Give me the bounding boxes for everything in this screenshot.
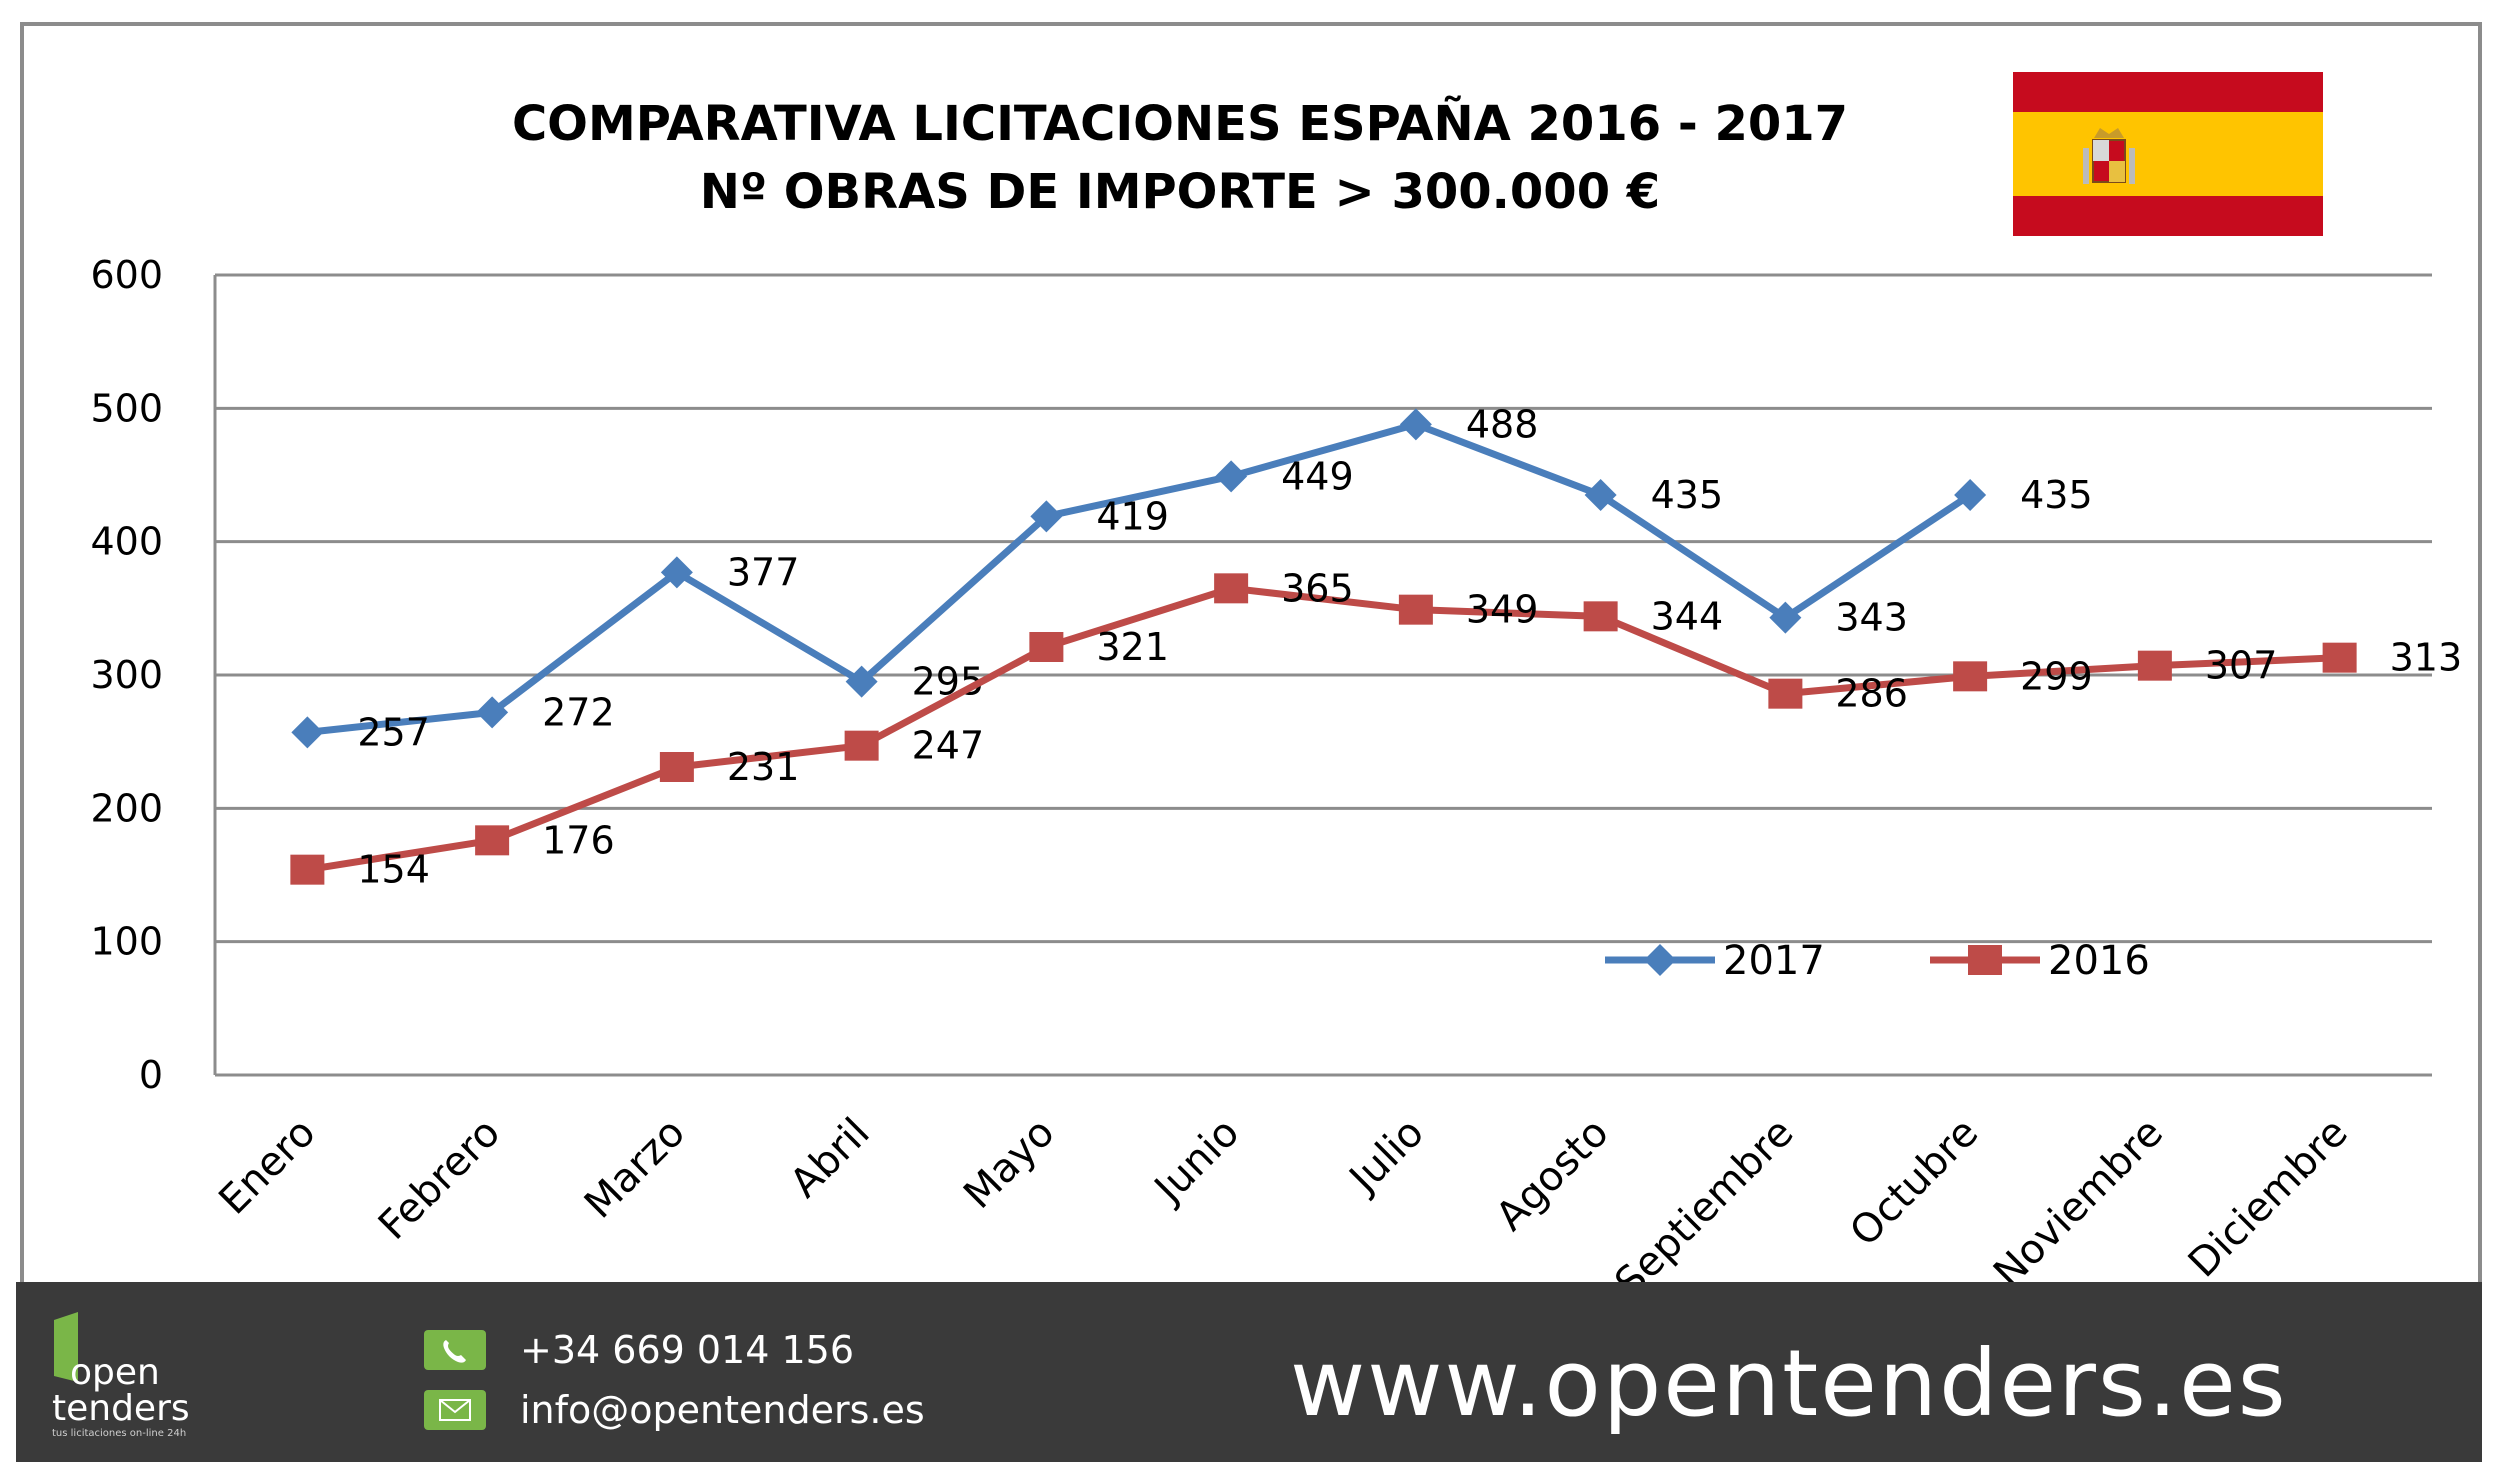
data-label: 313	[2390, 636, 2463, 680]
spain-flag	[2013, 72, 2323, 236]
logo-mark-icon	[54, 1312, 78, 1382]
data-point	[290, 854, 325, 885]
data-point	[1029, 632, 1064, 662]
flag-stripe-bottom	[2013, 196, 2323, 236]
y-tick-label: 100	[90, 920, 163, 964]
data-point	[1584, 479, 1617, 511]
coat-of-arms-icon	[2083, 128, 2135, 184]
y-tick-label: 300	[90, 653, 163, 697]
y-tick-label: 600	[90, 253, 163, 297]
data-point	[1398, 594, 1433, 625]
y-tick-label: 400	[90, 520, 163, 564]
data-point	[844, 730, 879, 761]
data-point	[1768, 678, 1803, 709]
data-point	[660, 556, 693, 589]
data-label: 247	[912, 724, 985, 768]
x-tick-label: Octubre	[1841, 1110, 1987, 1256]
data-label: 286	[1835, 672, 1908, 716]
chart-subtitle: Nº OBRAS DE IMPORTE > 300.000 €	[700, 164, 1660, 220]
data-label: 349	[1466, 588, 1539, 632]
data-point	[1399, 408, 1432, 441]
mail-icon	[424, 1390, 486, 1430]
data-point	[291, 716, 324, 749]
data-label: 435	[1651, 473, 1724, 517]
y-axis-ticks: 0 100 200 300 400 500 600	[90, 253, 163, 1097]
x-axis-ticks: Enero Febrero Marzo Abril Mayo Junio Julio Agos…	[210, 1110, 2356, 1300]
x-tick-label: Julio	[1339, 1110, 1433, 1204]
data-point	[1953, 661, 1988, 692]
data-point	[1030, 500, 1063, 533]
data-label: 257	[357, 710, 430, 754]
data-point	[1215, 460, 1248, 493]
data-label: 435	[2020, 473, 2093, 517]
y-tick-label: 500	[90, 386, 163, 430]
data-point	[476, 696, 509, 729]
series-line	[306, 420, 1973, 736]
data-point	[2322, 642, 2357, 673]
x-tick-label: Marzo	[576, 1110, 694, 1228]
phone-icon	[424, 1330, 486, 1370]
email-link[interactable]: info@opentenders.es	[520, 1388, 925, 1432]
legend-marker	[1644, 944, 1676, 976]
y-tick-label: 0	[139, 1053, 163, 1097]
series-line	[306, 584, 2340, 874]
data-label: 449	[1281, 454, 1354, 498]
x-tick-label: Diciembre	[2180, 1110, 2357, 1287]
data-label: 344	[1651, 594, 1724, 638]
data-point	[475, 825, 510, 856]
data-label: 272	[542, 690, 615, 734]
series-2016: 154 176 231 247 321 365 349 344 286 299 307 313	[290, 566, 2463, 892]
x-tick-label: Abril	[782, 1110, 879, 1207]
legend-marker	[1968, 945, 2002, 975]
data-label: 176	[542, 818, 615, 862]
x-tick-label: Mayo	[955, 1110, 1063, 1218]
x-tick-label: Agosto	[1487, 1110, 1617, 1240]
y-tick-label: 200	[90, 786, 163, 830]
chart-gridlines	[215, 273, 2432, 944]
data-point	[1769, 601, 1802, 634]
line-chart: COMPARATIVA LICITACIONES ESPAÑA 2016 - 2…	[90, 72, 2463, 1300]
chart-title: COMPARATIVA LICITACIONES ESPAÑA 2016 - 2…	[512, 95, 1848, 152]
data-point	[1954, 479, 1987, 511]
data-label: 488	[1466, 402, 1539, 446]
logo-open: open	[70, 1352, 160, 1393]
x-tick-label: Noviembre	[1985, 1110, 2172, 1297]
chart-frame	[20, 22, 2482, 1462]
data-label: 154	[357, 848, 430, 892]
legend-label: 2016	[2048, 938, 2150, 984]
chart-legend: 2017 2016	[1605, 938, 2150, 984]
data-label: 307	[2205, 644, 2278, 688]
website-link[interactable]: www.opentenders.es	[1290, 1330, 2288, 1437]
data-label: 231	[727, 745, 800, 789]
data-point	[845, 665, 878, 698]
footer-bar	[16, 1282, 2482, 1462]
data-label: 377	[727, 550, 800, 594]
x-tick-label: Enero	[210, 1110, 324, 1224]
logo-tagline: tus licitaciones on-line 24h	[52, 1428, 187, 1439]
data-label: 299	[2020, 654, 2093, 698]
phone-number[interactable]: +34 669 014 156	[520, 1328, 855, 1372]
data-label: 321	[1096, 625, 1169, 669]
x-tick-label: Septiembre	[1606, 1110, 1802, 1300]
data-label: 343	[1835, 596, 1908, 640]
flag-stripe-top	[2013, 72, 2323, 112]
data-point	[659, 752, 694, 782]
data-point	[2137, 650, 2172, 681]
x-tick-label: Junio	[1144, 1110, 1248, 1214]
legend-label: 2017	[1723, 938, 1825, 984]
data-label: 365	[1281, 566, 1354, 610]
logo-tenders: tenders	[52, 1388, 190, 1429]
flag-stripe-middle	[2013, 112, 2323, 196]
x-tick-label: Febrero	[370, 1110, 509, 1249]
data-label: 419	[1096, 494, 1169, 538]
data-point	[1214, 573, 1249, 604]
data-point	[1583, 601, 1618, 632]
